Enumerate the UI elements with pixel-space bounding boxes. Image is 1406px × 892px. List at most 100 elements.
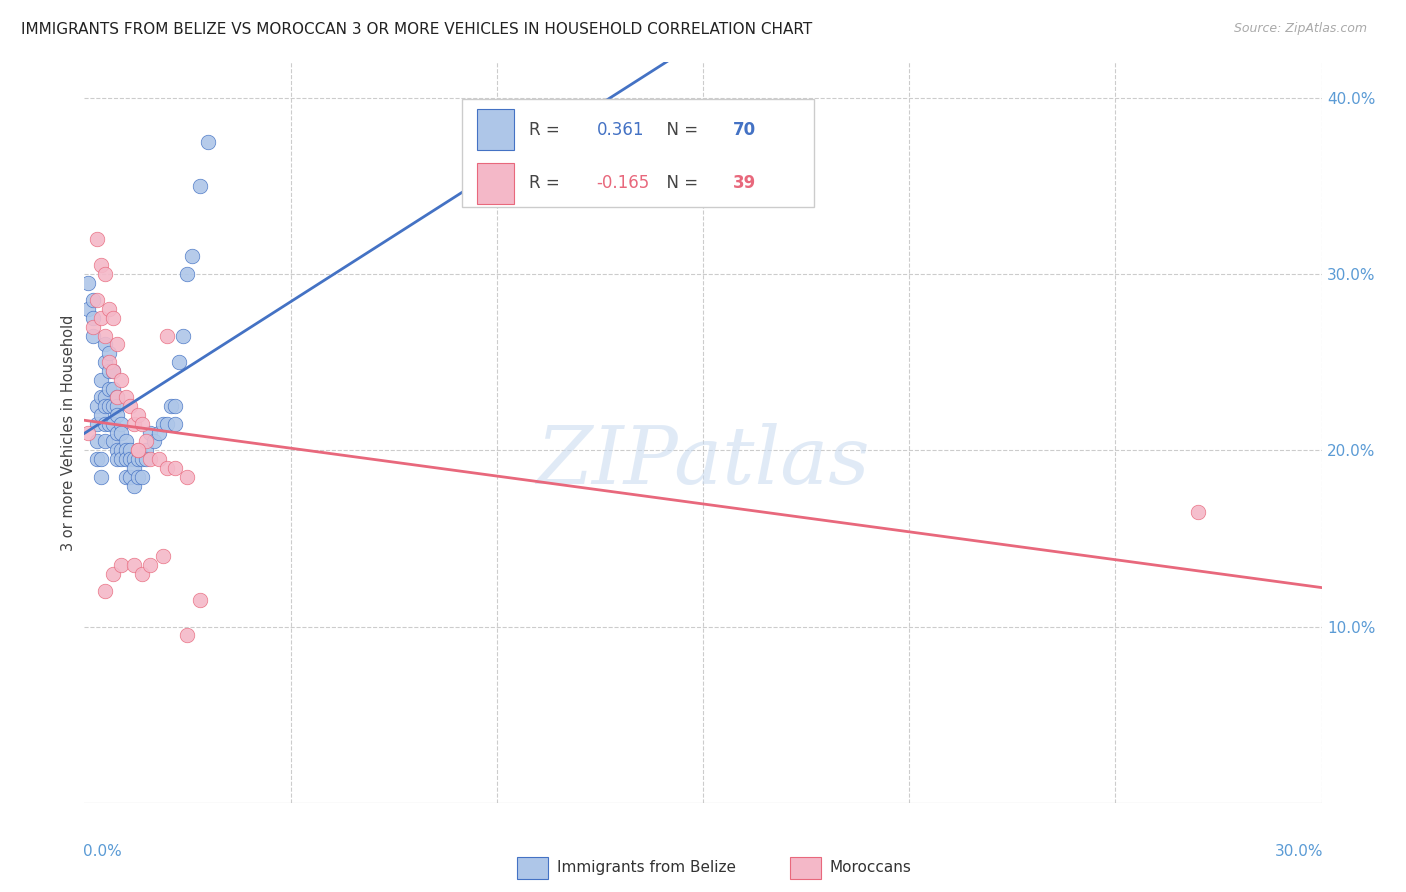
Point (94, 355, 117, 369)
Point (156, 328, 179, 343)
Point (110, 417, 132, 431)
Point (148, 452, 170, 467)
Point (98, 382, 121, 396)
Text: R =: R = (529, 120, 569, 138)
Point (105, 425, 128, 440)
Point (110, 558, 132, 572)
Point (165, 461, 187, 475)
Point (122, 461, 145, 475)
Point (122, 478, 145, 492)
Point (131, 417, 153, 431)
Point (94, 267, 117, 281)
FancyBboxPatch shape (461, 99, 814, 207)
Point (105, 337, 128, 351)
Point (90, 452, 112, 467)
Point (143, 434, 166, 449)
Point (105, 390, 128, 404)
Point (152, 417, 174, 431)
Point (118, 469, 141, 483)
Point (127, 452, 149, 467)
Point (176, 628, 198, 642)
Point (86, 293, 108, 308)
Text: 30.0%: 30.0% (1274, 844, 1323, 858)
Point (94, 417, 117, 431)
Point (90, 373, 112, 387)
Text: ZIPatlas: ZIPatlas (536, 424, 870, 501)
Point (110, 452, 132, 467)
Point (176, 469, 198, 483)
Point (103, 566, 125, 581)
Point (82, 311, 104, 326)
Point (148, 425, 170, 440)
Point (110, 443, 132, 458)
Point (103, 311, 125, 326)
Point (110, 373, 132, 387)
Point (103, 382, 125, 396)
Point (180, 249, 202, 263)
Point (82, 293, 104, 308)
Point (86, 452, 108, 467)
Point (94, 337, 117, 351)
Point (90, 408, 112, 422)
Point (105, 408, 128, 422)
Point (94, 434, 117, 449)
Point (172, 328, 194, 343)
Point (156, 417, 179, 431)
Point (131, 452, 153, 467)
Point (94, 399, 117, 413)
Point (160, 399, 183, 413)
Point (188, 178, 211, 193)
Text: Immigrants from Belize: Immigrants from Belize (557, 861, 735, 875)
Point (114, 452, 136, 467)
Point (86, 399, 108, 413)
Point (82, 328, 104, 343)
Point (98, 417, 121, 431)
Point (98, 399, 121, 413)
Point (139, 558, 162, 572)
Point (94, 328, 117, 343)
Point (127, 408, 149, 422)
Point (110, 425, 132, 440)
Point (103, 434, 125, 449)
Point (90, 469, 112, 483)
Point (127, 469, 149, 483)
Y-axis label: 3 or more Vehicles in Household: 3 or more Vehicles in Household (60, 315, 76, 550)
Text: -0.165: -0.165 (596, 174, 650, 192)
Point (122, 558, 145, 572)
Point (131, 566, 153, 581)
Point (105, 399, 128, 413)
Point (114, 443, 136, 458)
Bar (790, 857, 821, 879)
Point (98, 364, 121, 378)
Point (165, 417, 187, 431)
Point (131, 469, 153, 483)
Point (118, 443, 141, 458)
Point (94, 584, 117, 599)
Point (103, 364, 125, 378)
Point (152, 549, 174, 563)
Point (135, 452, 157, 467)
Text: 0.0%: 0.0% (83, 844, 122, 858)
Text: 0.361: 0.361 (596, 120, 644, 138)
Text: Source: ZipAtlas.com: Source: ZipAtlas.com (1233, 22, 1367, 36)
Text: 39: 39 (733, 174, 756, 192)
Point (98, 302, 121, 317)
Point (86, 434, 108, 449)
Text: R =: R = (529, 174, 565, 192)
Point (90, 311, 112, 326)
Point (122, 417, 145, 431)
Point (105, 452, 128, 467)
Point (122, 452, 145, 467)
Point (118, 452, 141, 467)
Point (156, 461, 179, 475)
Point (118, 399, 141, 413)
Text: IMMIGRANTS FROM BELIZE VS MOROCCAN 3 OR MORE VEHICLES IN HOUSEHOLD CORRELATION C: IMMIGRANTS FROM BELIZE VS MOROCCAN 3 OR … (21, 22, 813, 37)
Text: N =: N = (657, 120, 703, 138)
Point (103, 364, 125, 378)
Point (167, 355, 190, 369)
Point (176, 267, 198, 281)
Point (90, 258, 112, 272)
Point (127, 443, 149, 458)
Point (90, 390, 112, 404)
Point (114, 469, 136, 483)
